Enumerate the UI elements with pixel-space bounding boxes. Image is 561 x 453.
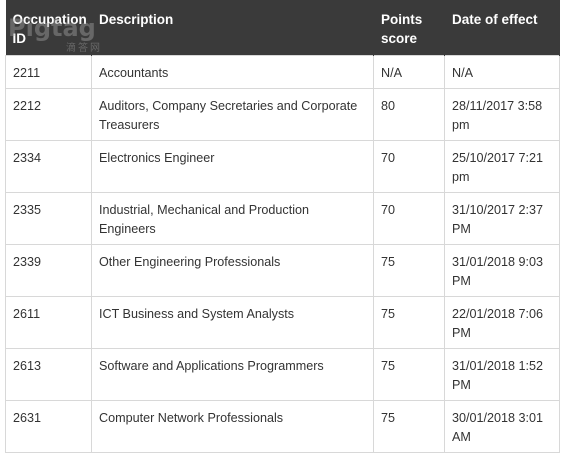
cell-points-score: 70 — [373, 192, 445, 245]
column-header-date-of-effect: Date of effect — [444, 0, 560, 56]
cell-date-of-effect: 30/01/2018 3:01 AM — [444, 400, 560, 453]
cell-occupation-id: 2212 — [5, 88, 92, 141]
cell-points-score: 75 — [373, 296, 445, 349]
cell-date-of-effect: 31/01/2018 9:03 PM — [444, 244, 560, 297]
cell-date-of-effect: 31/10/2017 2:37 PM — [444, 192, 560, 245]
column-header-points-score: Points score — [373, 0, 445, 56]
cell-description: Electronics Engineer — [91, 140, 374, 193]
cell-points-score: 75 — [373, 400, 445, 453]
table-row: 2212 Auditors, Company Secretaries and C… — [5, 88, 560, 141]
cell-description: Other Engineering Professionals — [91, 244, 374, 297]
cell-description: Auditors, Company Secretaries and Corpor… — [91, 88, 374, 141]
cell-occupation-id: 2631 — [5, 400, 92, 453]
table-row: 2611 ICT Business and System Analysts 75… — [5, 296, 560, 349]
cell-occupation-id: 2339 — [5, 244, 92, 297]
cell-date-of-effect: 28/11/2017 3:58 pm — [444, 88, 560, 141]
cell-description: Industrial, Mechanical and Production En… — [91, 192, 374, 245]
cell-description: Software and Applications Programmers — [91, 348, 374, 401]
table-header: Occupation ID Description Points score D… — [5, 0, 560, 56]
cell-points-score: 75 — [373, 348, 445, 401]
cell-description: ICT Business and System Analysts — [91, 296, 374, 349]
cell-occupation-id: 2611 — [5, 296, 92, 349]
cell-date-of-effect: 22/01/2018 7:06 PM — [444, 296, 560, 349]
table-row: 2631 Computer Network Professionals 75 3… — [5, 400, 560, 453]
cell-occupation-id: 2334 — [5, 140, 92, 193]
cell-date-of-effect: 25/10/2017 7:21 pm — [444, 140, 560, 193]
table-row: 2335 Industrial, Mechanical and Producti… — [5, 192, 560, 245]
table-row: 2339 Other Engineering Professionals 75 … — [5, 244, 560, 297]
cell-occupation-id: 2613 — [5, 348, 92, 401]
table-row: 2613 Software and Applications Programme… — [5, 348, 560, 401]
cell-points-score: N/A — [373, 55, 445, 89]
cell-date-of-effect: N/A — [444, 55, 560, 89]
occupation-table: Occupation ID Description Points score D… — [5, 0, 560, 453]
cell-points-score: 70 — [373, 140, 445, 193]
header-row: Occupation ID Description Points score D… — [5, 0, 560, 56]
column-header-occupation-id: Occupation ID — [5, 0, 92, 56]
cell-points-score: 75 — [373, 244, 445, 297]
table-row: 2334 Electronics Engineer 70 25/10/2017 … — [5, 140, 560, 193]
cell-date-of-effect: 31/01/2018 1:52 PM — [444, 348, 560, 401]
cell-description: Computer Network Professionals — [91, 400, 374, 453]
column-header-description: Description — [91, 0, 374, 56]
cell-occupation-id: 2211 — [5, 55, 92, 89]
cell-occupation-id: 2335 — [5, 192, 92, 245]
cell-points-score: 80 — [373, 88, 445, 141]
table-body: 2211 Accountants N/A N/A 2212 Auditors, … — [5, 55, 560, 453]
table-row: 2211 Accountants N/A N/A — [5, 55, 560, 89]
cell-description: Accountants — [91, 55, 374, 89]
